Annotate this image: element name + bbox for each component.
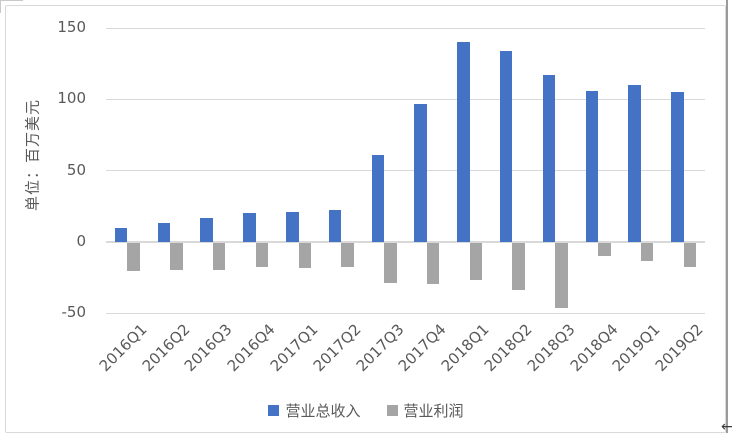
pane-right-edge — [726, 0, 728, 433]
profit-bar[interactable] — [683, 242, 697, 267]
revenue-bar[interactable] — [243, 213, 256, 242]
legend-swatch — [386, 404, 398, 416]
profit-bar[interactable] — [469, 242, 483, 280]
legend-item-revenue[interactable]: 营业总收入 — [268, 400, 361, 421]
revenue-bar[interactable] — [286, 211, 299, 242]
profit-bar[interactable] — [555, 242, 568, 309]
profit-bar[interactable] — [384, 242, 397, 283]
profit-bar[interactable] — [298, 242, 312, 269]
cursor-arrow-icon: ← — [721, 419, 732, 435]
revenue-bar[interactable] — [628, 85, 641, 242]
revenue-bar[interactable] — [328, 210, 342, 242]
legend-swatch — [268, 404, 280, 416]
legend-label: 营业总收入 — [285, 401, 361, 420]
profit-bar[interactable] — [341, 242, 354, 267]
profit-bar[interactable] — [426, 242, 440, 285]
y-axis-title: 单位：百万美元 — [23, 98, 42, 212]
profit-bar[interactable] — [512, 242, 525, 290]
cell-corner-mark — [0, 0, 23, 1]
revenue-bar[interactable] — [371, 154, 385, 242]
legend-item-profit[interactable]: 营业利润 — [386, 400, 464, 421]
revenue-bar[interactable] — [200, 217, 213, 242]
chart-frame[interactable] — [5, 5, 726, 433]
profit-bar[interactable] — [127, 242, 140, 272]
revenue-bar[interactable] — [457, 42, 470, 242]
profit-bar[interactable] — [598, 242, 611, 256]
revenue-bar[interactable] — [671, 92, 684, 242]
revenue-bar[interactable] — [499, 50, 513, 242]
legend-label: 营业利润 — [403, 401, 464, 420]
legend: 营业总收入 营业利润 — [0, 399, 732, 421]
cell-corner-mark — [0, 0, 1, 13]
profit-bar[interactable] — [212, 242, 226, 270]
revenue-bar[interactable] — [542, 75, 556, 242]
revenue-bar[interactable] — [414, 103, 427, 242]
profit-bar[interactable] — [255, 242, 269, 267]
revenue-bar[interactable] — [114, 227, 128, 242]
profit-bar[interactable] — [640, 242, 654, 262]
revenue-bar[interactable] — [157, 223, 171, 242]
profit-bar[interactable] — [170, 242, 183, 270]
revenue-bar[interactable] — [585, 90, 599, 242]
